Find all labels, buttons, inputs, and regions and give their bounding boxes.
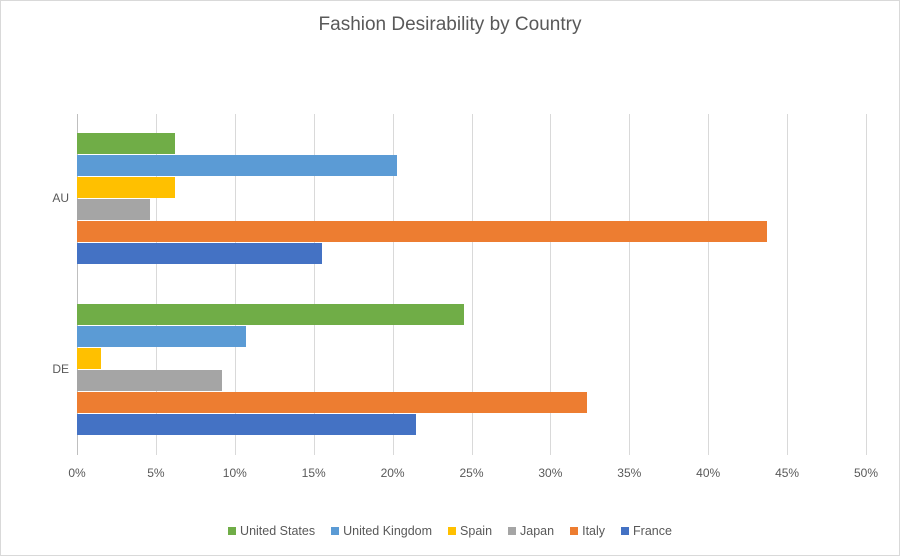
gridline: [866, 114, 867, 455]
legend-label: United States: [240, 524, 316, 538]
y-axis-line: [77, 114, 78, 455]
gridline: [234, 114, 236, 455]
legend-swatch-icon: [228, 527, 237, 535]
legend-item[interactable]: United Kingdom: [331, 524, 432, 538]
bar-de-united-kingdom[interactable]: [77, 325, 246, 347]
x-tick-label: 40%: [696, 466, 721, 480]
gridline: [155, 114, 157, 455]
gridline: [392, 114, 394, 455]
gridline: [471, 114, 473, 455]
legend-item[interactable]: France: [621, 524, 672, 538]
legend-item[interactable]: Japan: [508, 524, 554, 538]
x-tick-label: 45%: [775, 466, 800, 480]
legend-label: Spain: [460, 524, 493, 538]
legend-swatch-icon: [508, 527, 517, 535]
gridline: [787, 114, 789, 455]
x-tick-label: 10%: [222, 466, 247, 480]
gridline: [629, 114, 631, 455]
x-tick-label: 15%: [301, 466, 326, 480]
legend-label: United Kingdom: [343, 524, 433, 538]
bar-de-spain[interactable]: [77, 347, 101, 369]
gridline: [313, 114, 315, 455]
bar-de-france[interactable]: [77, 413, 417, 435]
x-tick-label: 20%: [380, 466, 405, 480]
legend-swatch-icon: [331, 527, 340, 535]
gridline: [708, 114, 710, 455]
legend-label: Italy: [582, 524, 606, 538]
bar-au-japan[interactable]: [77, 199, 150, 221]
x-tick-label: 30%: [538, 466, 563, 480]
chart-title: Fashion Desirability by Country: [318, 14, 582, 35]
legend-item[interactable]: Italy: [570, 524, 605, 538]
legend-label: Japan: [520, 524, 555, 538]
legend-item[interactable]: Spain: [448, 524, 492, 538]
legend-swatch-icon: [448, 527, 457, 535]
legend: United States United Kingdom Spain Japan Ita…: [0, 524, 900, 538]
bar-de-united-states[interactable]: [77, 303, 464, 325]
x-tick-label: 25%: [459, 466, 484, 480]
legend-swatch-icon: [621, 527, 630, 535]
bar-de-italy[interactable]: [77, 391, 587, 413]
x-tick-label: 50%: [853, 466, 879, 480]
legend-item[interactable]: United States: [228, 524, 315, 538]
bar-de-japan[interactable]: [77, 369, 223, 391]
legend-swatch-icon: [570, 527, 579, 535]
bar-au-spain[interactable]: [77, 177, 175, 199]
category-label: DE: [52, 361, 69, 376]
plot-area: [77, 114, 867, 455]
category-label: AU: [52, 191, 69, 206]
x-tick-label: 0%: [68, 466, 86, 480]
x-tick-label: 5%: [147, 466, 165, 480]
x-tick-label: 35%: [617, 466, 642, 480]
bar-au-united-kingdom[interactable]: [77, 155, 398, 177]
legend-label: France: [633, 524, 672, 538]
gridline: [550, 114, 552, 455]
bar-au-united-states[interactable]: [77, 133, 175, 155]
bar-au-france[interactable]: [77, 243, 322, 265]
bar-au-italy[interactable]: [77, 221, 767, 243]
